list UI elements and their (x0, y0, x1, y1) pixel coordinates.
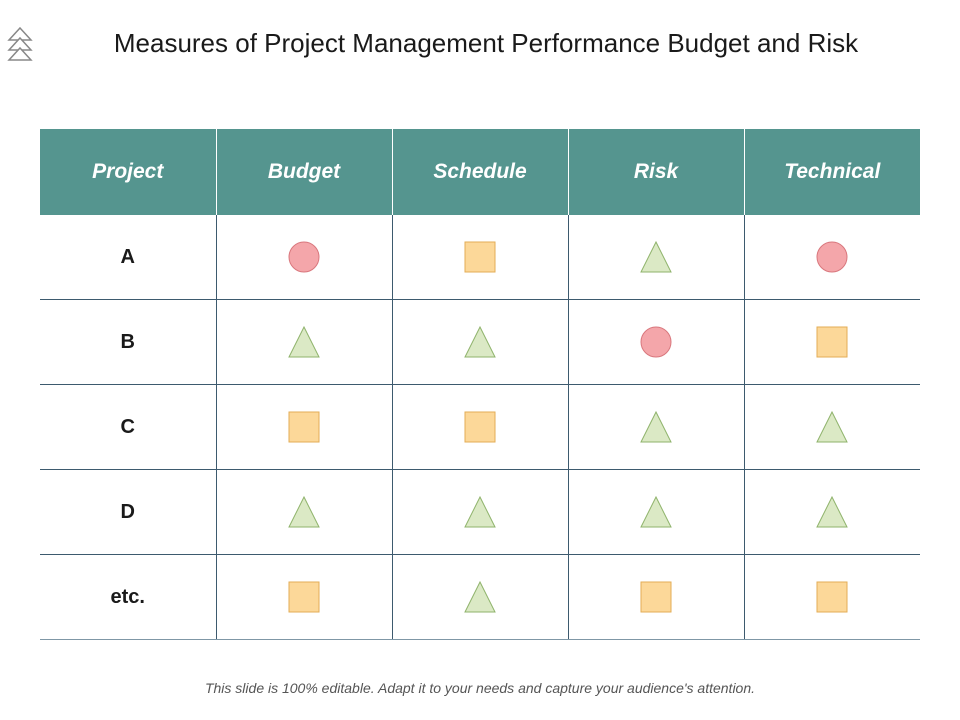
square-icon (639, 580, 673, 614)
table-row: A (40, 215, 920, 300)
square-icon (463, 410, 497, 444)
technical-cell (743, 384, 920, 470)
header-risk: Risk (567, 129, 744, 215)
logo-icon (7, 26, 33, 64)
technical-cell (743, 554, 920, 640)
technical-cell (743, 299, 920, 385)
triangle-icon (639, 410, 673, 444)
triangle-icon (287, 325, 321, 359)
header-technical: Technical (743, 129, 920, 215)
project-cell: B (40, 299, 216, 385)
table-row: B (40, 299, 920, 385)
triangle-icon (815, 495, 849, 529)
budget-cell (215, 469, 392, 555)
schedule-cell (391, 299, 568, 385)
technical-cell (743, 215, 920, 300)
header-project: Project (40, 129, 216, 215)
table-header-row: Project Budget Schedule Risk Technical (40, 129, 920, 215)
triangle-icon (639, 495, 673, 529)
page-title: Measures of Project Management Performan… (113, 28, 859, 58)
triangle-icon (815, 410, 849, 444)
square-icon (287, 410, 321, 444)
square-icon (463, 240, 497, 274)
technical-cell (743, 469, 920, 555)
triangle-icon (463, 325, 497, 359)
risk-cell (567, 384, 744, 470)
circle-icon (815, 240, 849, 274)
circle-icon (639, 325, 673, 359)
project-cell: etc. (40, 554, 216, 640)
schedule-cell (391, 215, 568, 300)
schedule-cell (391, 384, 568, 470)
risk-cell (567, 299, 744, 385)
table-row: etc. (40, 554, 920, 640)
triangle-icon (287, 495, 321, 529)
budget-cell (215, 215, 392, 300)
project-cell: D (40, 469, 216, 555)
performance-table: Project Budget Schedule Risk Technical A… (40, 129, 920, 640)
risk-cell (567, 469, 744, 555)
schedule-cell (391, 469, 568, 555)
footer-note: This slide is 100% editable. Adapt it to… (204, 680, 756, 696)
square-icon (815, 325, 849, 359)
risk-cell (567, 554, 744, 640)
header-budget: Budget (215, 129, 392, 215)
project-cell: C (40, 384, 216, 470)
square-icon (815, 580, 849, 614)
budget-cell (215, 554, 392, 640)
triangle-icon (463, 495, 497, 529)
risk-cell (567, 215, 744, 300)
circle-icon (287, 240, 321, 274)
triangle-icon (463, 580, 497, 614)
schedule-cell (391, 554, 568, 640)
table-row: D (40, 469, 920, 555)
square-icon (287, 580, 321, 614)
project-cell: A (120, 245, 135, 268)
header-schedule: Schedule (391, 129, 568, 215)
table-row: C (40, 384, 920, 470)
triangle-icon (639, 240, 673, 274)
budget-cell (215, 299, 392, 385)
budget-cell (215, 384, 392, 470)
